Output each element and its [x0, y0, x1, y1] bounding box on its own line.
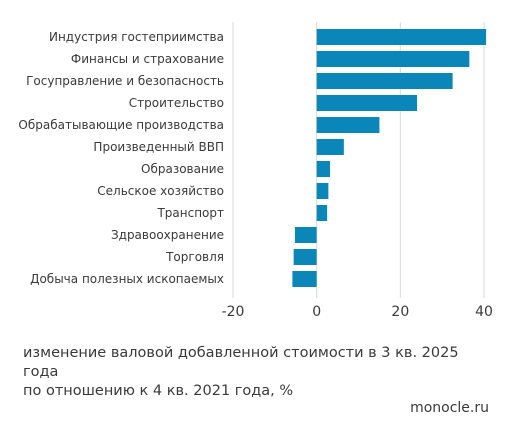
chart-caption: изменение валовой добавленной стоимости … [23, 345, 459, 399]
category-label: Транспорт [156, 206, 224, 220]
x-tick-label: 40 [475, 304, 493, 320]
x-tick-label: -20 [222, 304, 245, 320]
category-label: Образование [141, 162, 224, 176]
category-label: Здравоохранение [111, 228, 224, 242]
bar [294, 227, 317, 243]
x-tick-label: 0 [312, 304, 321, 320]
bar-chart: Индустрия гостеприимства Финансы и страхо… [18, 22, 493, 320]
bar [316, 205, 328, 221]
bar [316, 51, 470, 67]
bar [316, 95, 418, 111]
bar [316, 29, 487, 45]
bars [292, 29, 487, 287]
bar [316, 183, 329, 199]
category-labels: Индустрия гостеприимства Финансы и страхо… [18, 30, 224, 286]
bar [292, 271, 317, 287]
category-label: Добыча полезных ископаемых [30, 272, 224, 286]
source-label: monocle.ru [410, 400, 489, 416]
bar [316, 73, 453, 89]
category-label: Индустрия гостеприимства [49, 30, 224, 44]
category-label: Строительство [129, 96, 224, 110]
x-axis-ticks: -20 0 20 40 [222, 304, 493, 320]
bar [293, 249, 317, 265]
bar [316, 117, 380, 133]
category-label: Сельское хозяйство [97, 184, 224, 198]
category-label: Госуправление и безопасность [26, 74, 224, 88]
bar [316, 139, 344, 155]
category-label: Торговля [165, 250, 224, 264]
x-tick-label: 20 [391, 304, 409, 320]
category-label: Финансы и страхование [71, 52, 224, 66]
category-label: Произведенный ВВП [93, 140, 224, 154]
category-label: Обрабатывающие производства [18, 118, 224, 132]
bar [316, 161, 331, 177]
